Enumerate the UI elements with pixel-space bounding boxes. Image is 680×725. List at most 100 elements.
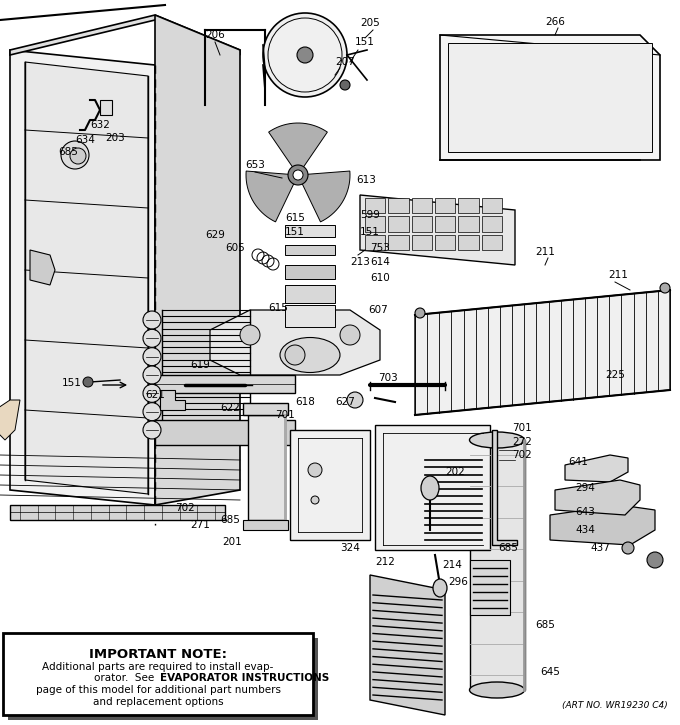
Text: 207: 207 [335,57,355,67]
Bar [3,633,313,715]
Bar [411,235,432,250]
Circle shape [340,80,350,90]
Text: 212: 212 [375,557,395,567]
Ellipse shape [433,579,447,597]
Polygon shape [155,15,240,505]
Text: 437: 437 [590,543,610,553]
Polygon shape [555,480,640,515]
Bar [285,225,335,237]
Polygon shape [269,123,327,168]
Text: 203: 203 [105,133,125,143]
Bar [285,285,335,303]
Text: 201: 201 [222,537,242,547]
Bar [481,235,502,250]
Text: 615: 615 [268,303,288,313]
Bar [435,235,456,250]
Circle shape [285,345,305,365]
Text: 213: 213 [350,257,370,267]
Bar [411,216,432,232]
Circle shape [143,311,161,329]
Polygon shape [243,403,288,415]
Circle shape [61,141,89,169]
Text: 702: 702 [175,503,195,513]
Bar [365,198,386,213]
Text: 653: 653 [245,160,265,170]
Circle shape [293,170,303,180]
Text: 324: 324 [340,543,360,553]
Bar [388,216,409,232]
Polygon shape [360,195,515,265]
Bar [8,638,318,720]
Bar [285,245,335,255]
Circle shape [143,329,161,347]
Text: 634: 634 [75,135,95,145]
Polygon shape [30,250,55,285]
Circle shape [622,542,634,554]
Text: orator.  See: orator. See [95,673,158,683]
Polygon shape [10,505,225,520]
Circle shape [340,325,360,345]
Text: 627: 627 [335,397,355,407]
Ellipse shape [421,476,439,500]
Text: 614: 614 [370,257,390,267]
Text: 599: 599 [360,210,380,220]
Polygon shape [448,43,652,152]
Polygon shape [565,455,628,482]
Bar [435,216,456,232]
Text: 685: 685 [58,147,78,157]
Text: IMPORTANT NOTE:: IMPORTANT NOTE: [89,648,227,661]
Text: 434: 434 [575,525,595,535]
Text: 202: 202 [445,467,465,477]
Text: 701: 701 [275,410,295,420]
Polygon shape [0,400,20,440]
Text: 702: 702 [512,450,532,460]
Polygon shape [440,35,660,160]
Text: 632: 632 [90,120,110,130]
Circle shape [143,384,161,402]
Bar [470,440,525,690]
Text: 296: 296 [448,577,468,587]
Text: 214: 214 [442,560,462,570]
Polygon shape [10,50,155,505]
Polygon shape [25,62,148,494]
Polygon shape [160,390,185,410]
Text: 206: 206 [205,30,225,40]
Polygon shape [246,171,294,222]
Text: page of this model for additional part numbers: page of this model for additional part n… [35,685,280,695]
Text: 151: 151 [355,37,375,47]
Polygon shape [10,15,240,55]
Text: 151: 151 [62,378,82,388]
Text: 753: 753 [370,243,390,253]
Text: 272: 272 [512,437,532,447]
Text: 271: 271 [190,520,210,530]
Polygon shape [155,420,295,445]
Bar [435,198,456,213]
Polygon shape [290,430,370,540]
Polygon shape [375,425,490,550]
Circle shape [83,377,93,387]
Circle shape [143,348,161,365]
Text: 266: 266 [545,17,565,27]
Text: 685: 685 [535,620,555,630]
Text: 619: 619 [190,360,210,370]
Text: EVAPORATOR INSTRUCTIONS: EVAPORATOR INSTRUCTIONS [160,673,329,683]
Text: 151: 151 [285,227,305,237]
Text: 605: 605 [225,243,245,253]
Polygon shape [370,575,445,715]
Circle shape [660,283,670,293]
Bar [285,305,335,327]
Text: 607: 607 [368,305,388,315]
Circle shape [288,165,308,185]
Text: 618: 618 [295,397,315,407]
Bar [458,216,479,232]
Polygon shape [243,520,288,530]
Circle shape [240,325,260,345]
Bar [365,235,386,250]
Ellipse shape [280,338,340,373]
Circle shape [263,13,347,97]
Bar [411,198,432,213]
Bar [285,265,335,279]
Text: 641: 641 [568,457,588,467]
Bar [248,415,285,520]
Text: 615: 615 [285,213,305,223]
